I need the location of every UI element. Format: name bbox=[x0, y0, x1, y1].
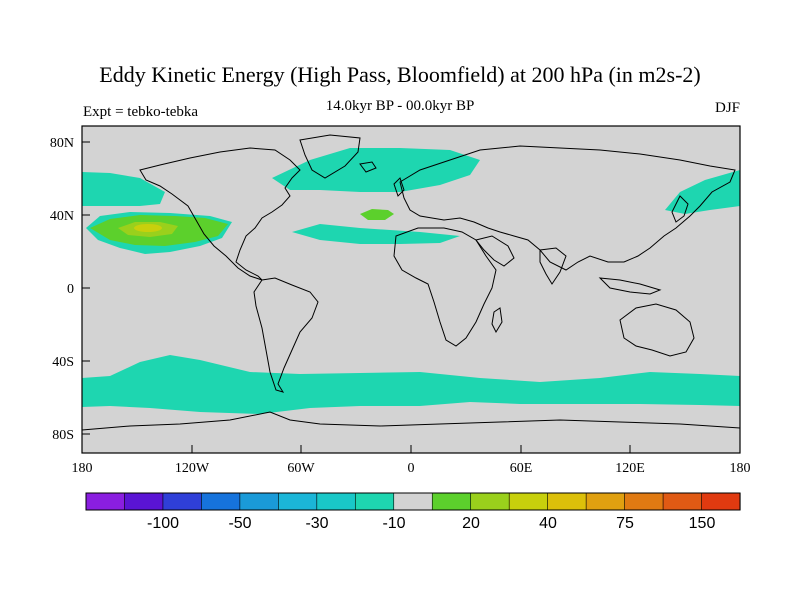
colorbar-swatch bbox=[585, 492, 626, 511]
positive-fills bbox=[90, 209, 394, 246]
lat-tick-labels: 80N 40N 0 40S 80S bbox=[50, 136, 74, 443]
colorbar-label-150: 150 bbox=[689, 515, 716, 532]
north-america-outline bbox=[139, 147, 301, 281]
colorbar-labels: -100 -50 -30 -10 20 40 75 150 bbox=[147, 515, 715, 532]
mid-atlantic-band bbox=[292, 224, 460, 244]
lon-label-120e: 120E bbox=[615, 461, 645, 476]
colorbar-swatch bbox=[624, 492, 664, 511]
north-pacific-band-east bbox=[665, 170, 740, 214]
continent-outlines bbox=[81, 134, 741, 431]
arabia-outline bbox=[475, 235, 515, 267]
eurasia-outline bbox=[399, 145, 736, 271]
south-america-outline bbox=[253, 277, 319, 393]
colorbar-swatch bbox=[662, 492, 703, 511]
north-pacific-band-west bbox=[82, 172, 165, 206]
north-atlantic-band bbox=[272, 148, 480, 192]
chart-subtitle: 14.0kyr BP - 00.0kyr BP bbox=[325, 98, 475, 114]
antarctica-outline bbox=[81, 411, 741, 431]
japan-outline bbox=[671, 195, 689, 223]
lat-ticks bbox=[82, 141, 90, 435]
lon-label-0: 0 bbox=[408, 461, 415, 476]
uk-outline bbox=[393, 177, 405, 197]
colorbar-swatch bbox=[508, 492, 549, 511]
season-label: DJF bbox=[714, 100, 740, 116]
iceland-outline bbox=[359, 161, 377, 173]
colorbar-label-75: 75 bbox=[616, 515, 634, 532]
colorbar-label-minus100: -100 bbox=[147, 515, 179, 532]
southern-ocean-band bbox=[82, 355, 740, 414]
lon-label-180w: 180 bbox=[72, 461, 93, 476]
africa-outline bbox=[393, 227, 497, 347]
lat-label-80n: 80N bbox=[50, 136, 74, 151]
lon-label-60e: 60E bbox=[510, 461, 533, 476]
colorbar-swatch bbox=[470, 492, 510, 511]
colorbar-swatch bbox=[701, 492, 741, 511]
lon-ticks bbox=[81, 445, 741, 453]
colorbar-swatch bbox=[393, 492, 433, 511]
colorbar-swatch bbox=[278, 492, 318, 511]
australia-outline bbox=[619, 303, 695, 357]
colorbar-swatch bbox=[162, 492, 203, 511]
colorbar-swatch bbox=[85, 492, 126, 511]
lon-tick-labels: 180 120W 60W 0 60E 120E 180 bbox=[72, 461, 751, 476]
colorbar-label-minus30: -30 bbox=[305, 515, 328, 532]
colorbar-swatch bbox=[239, 492, 279, 511]
colorbar-swatch bbox=[354, 492, 395, 511]
lat-label-40n: 40N bbox=[50, 209, 74, 224]
lon-label-180e: 180 bbox=[730, 461, 751, 476]
colorbar bbox=[85, 492, 741, 511]
colorbar-frame bbox=[85, 492, 741, 511]
colorbar-swatch bbox=[431, 492, 472, 511]
indonesia-outline bbox=[598, 277, 662, 295]
greenland-outline bbox=[299, 134, 361, 179]
lon-label-120w: 120W bbox=[175, 461, 210, 476]
lon-label-60w: 60W bbox=[287, 461, 315, 476]
colorbar-swatch bbox=[316, 492, 356, 511]
lat-label-80s: 80S bbox=[52, 428, 74, 443]
colorbar-swatch bbox=[547, 492, 587, 511]
east-pacific-max bbox=[134, 224, 162, 232]
india-outline bbox=[539, 247, 567, 285]
colorbar-label-40: 40 bbox=[539, 515, 557, 532]
lat-label-40s: 40S bbox=[52, 355, 74, 370]
colorbar-swatch bbox=[124, 492, 164, 511]
atlantic-positive bbox=[360, 209, 394, 220]
colorbar-label-minus50: -50 bbox=[228, 515, 251, 532]
colorbar-swatch bbox=[201, 492, 241, 511]
experiment-label: Expt = tebko-tebka bbox=[83, 104, 199, 120]
colorbar-label-minus10: -10 bbox=[382, 515, 405, 532]
colorbar-label-20: 20 bbox=[462, 515, 480, 532]
madagascar-outline bbox=[491, 307, 503, 334]
lat-label-0: 0 bbox=[67, 282, 74, 297]
chart-title: Eddy Kinetic Energy (High Pass, Bloomfie… bbox=[99, 62, 701, 87]
